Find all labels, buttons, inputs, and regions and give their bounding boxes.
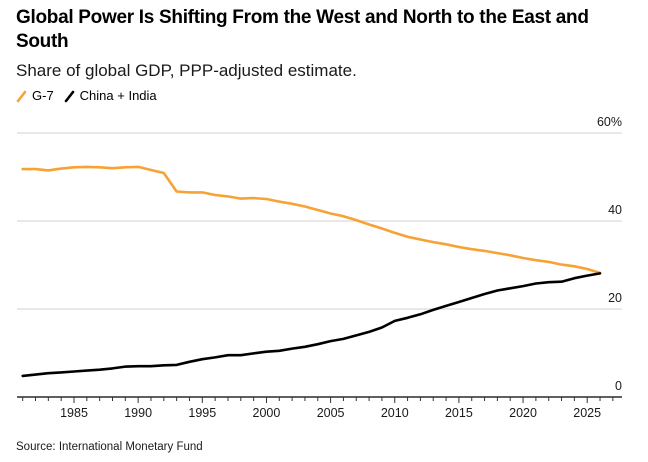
x-tick-label-1995: 1995 bbox=[188, 406, 216, 420]
y-tick-label-60: 60% bbox=[597, 115, 622, 129]
x-axis: 1985 1990 1995 2000 2005 2010 2015 2020 2025 bbox=[17, 396, 622, 420]
legend-item-china-india: China + India bbox=[64, 88, 157, 103]
x-tick-label-2025: 2025 bbox=[573, 406, 601, 420]
legend-swatch-g7 bbox=[16, 90, 27, 102]
y-tick-label-0: 0 bbox=[615, 379, 622, 393]
legend-label-g7: G-7 bbox=[32, 88, 54, 103]
series-line-g7 bbox=[21, 165, 602, 275]
x-tick-label-1985: 1985 bbox=[60, 406, 88, 420]
legend-label-china-india: China + India bbox=[79, 88, 157, 103]
legend-item-g7: G-7 bbox=[16, 88, 54, 103]
x-tick-label-2020: 2020 bbox=[509, 406, 537, 420]
chart-subtitle: Share of global GDP, PPP-adjusted estima… bbox=[16, 61, 357, 80]
gridlines bbox=[17, 132, 622, 310]
y-tick-label-20: 20 bbox=[608, 291, 622, 305]
y-tick-label-40: 40 bbox=[608, 203, 622, 217]
y-tick-labels: 0 20 40 60% bbox=[597, 115, 622, 393]
series-lines bbox=[21, 165, 602, 378]
series-line-china-india bbox=[21, 272, 602, 378]
x-tick-label-1990: 1990 bbox=[124, 406, 152, 420]
legend: G-7 China + India bbox=[16, 88, 167, 103]
chart-title: Global Power Is Shifting From the West a… bbox=[16, 7, 589, 52]
x-tick-label-2000: 2000 bbox=[253, 406, 281, 420]
x-tick-label-2005: 2005 bbox=[317, 406, 345, 420]
x-tick-label-2015: 2015 bbox=[445, 406, 473, 420]
source-note: Source: International Monetary Fund bbox=[16, 441, 203, 453]
x-tick-label-2010: 2010 bbox=[381, 406, 409, 420]
legend-swatch-china-india bbox=[64, 90, 74, 102]
